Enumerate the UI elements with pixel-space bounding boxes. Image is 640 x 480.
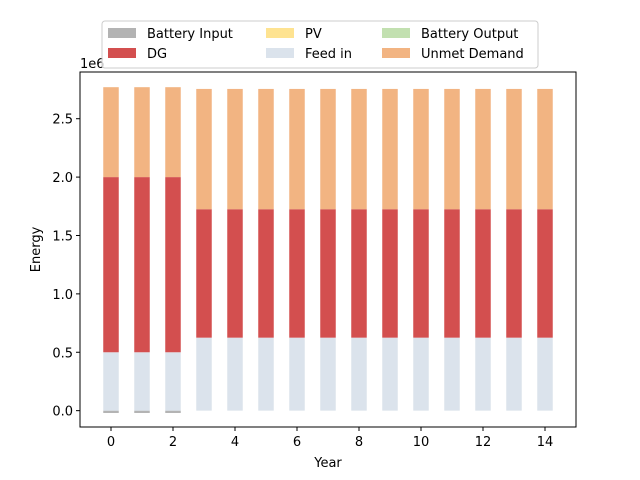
bar-unmet-demand-6 xyxy=(289,88,305,210)
bar-dg-1 xyxy=(134,177,150,353)
bar-feed-in-9 xyxy=(382,337,398,411)
bar-feed-in-1 xyxy=(134,352,150,411)
bar-feed-in-3 xyxy=(196,337,212,411)
bar-dg-3 xyxy=(196,209,212,338)
legend-label: Unmet Demand xyxy=(421,47,524,62)
legend-swatch xyxy=(382,48,410,58)
bar-unmet-demand-1 xyxy=(134,87,150,178)
bar-unmet-demand-13 xyxy=(506,88,522,210)
x-tick-label: 6 xyxy=(293,435,301,450)
bar-feed-in-4 xyxy=(227,337,243,411)
bar-unmet-demand-5 xyxy=(258,88,274,210)
bar-unmet-demand-14 xyxy=(537,88,553,210)
bar-unmet-demand-12 xyxy=(475,88,491,210)
bar-feed-in-13 xyxy=(506,337,522,411)
bar-unmet-demand-9 xyxy=(382,88,398,210)
x-tick-label: 2 xyxy=(169,435,177,450)
x-tick-label: 8 xyxy=(355,435,363,450)
y-tick-label: 2.0 xyxy=(52,171,73,186)
bar-feed-in-10 xyxy=(413,337,429,411)
y-offset-label: 1e6 xyxy=(80,57,105,72)
bar-dg-5 xyxy=(258,209,274,338)
y-tick-label: 0.5 xyxy=(52,346,73,361)
y-axis-label: Energy xyxy=(29,226,44,272)
bar-unmet-demand-11 xyxy=(444,88,460,210)
x-axis-label: Year xyxy=(313,456,342,471)
bar-feed-in-7 xyxy=(320,337,336,411)
bar-unmet-demand-4 xyxy=(227,88,243,210)
y-tick-label: 0.0 xyxy=(52,405,73,420)
bar-feed-in-8 xyxy=(351,337,367,411)
bar-unmet-demand-7 xyxy=(320,88,336,210)
bar-dg-7 xyxy=(320,209,336,338)
bar-dg-12 xyxy=(475,209,491,338)
bar-unmet-demand-10 xyxy=(413,88,429,210)
legend-label: Battery Input xyxy=(147,27,233,42)
legend-swatch xyxy=(108,48,136,58)
legend-swatch xyxy=(108,28,136,38)
legend-item-pv: PV xyxy=(266,27,322,42)
plot-frame xyxy=(79,71,577,428)
bar-feed-in-12 xyxy=(475,337,491,411)
legend: Battery Input PV Battery Output DG Feed in Un… xyxy=(101,20,539,69)
bar-dg-4 xyxy=(227,209,243,338)
bar-battery-input-0 xyxy=(103,410,119,413)
legend-label: DG xyxy=(147,47,167,62)
legend-item-dg: DG xyxy=(108,47,167,62)
bar-dg-8 xyxy=(351,209,367,338)
legend-label: Feed in xyxy=(305,47,352,62)
legend-frame xyxy=(101,20,539,69)
bar-dg-9 xyxy=(382,209,398,338)
legend-item-feed-in: Feed in xyxy=(266,47,352,62)
bar-dg-13 xyxy=(506,209,522,338)
x-tick-label: 14 xyxy=(537,435,554,450)
bar-dg-2 xyxy=(165,177,181,353)
x-tick-label: 0 xyxy=(107,435,115,450)
bar-feed-in-14 xyxy=(537,337,553,411)
bar-dg-0 xyxy=(103,177,119,353)
legend-swatch xyxy=(266,48,294,58)
bar-unmet-demand-0 xyxy=(103,87,119,178)
legend-swatch xyxy=(382,28,410,38)
bar-unmet-demand-8 xyxy=(351,88,367,210)
legend-swatch xyxy=(266,28,294,38)
legend-label: Battery Output xyxy=(421,27,518,42)
bar-feed-in-11 xyxy=(444,337,460,411)
legend-item-battery-input: Battery Input xyxy=(108,27,233,42)
bar-battery-input-1 xyxy=(134,410,150,413)
bar-unmet-demand-3 xyxy=(196,88,212,210)
bar-feed-in-5 xyxy=(258,337,274,411)
x-tick-label: 12 xyxy=(475,435,492,450)
y-tick-label: 2.5 xyxy=(52,113,73,128)
bar-dg-6 xyxy=(289,209,305,338)
bar-feed-in-2 xyxy=(165,352,181,411)
legend-item-battery-output: Battery Output xyxy=(382,27,518,42)
bar-battery-input-2 xyxy=(165,410,181,413)
bar-feed-in-6 xyxy=(289,337,305,411)
x-tick-label: 4 xyxy=(231,435,239,450)
x-tick-label: 10 xyxy=(413,435,430,450)
bars-layer xyxy=(103,87,553,413)
legend-item-unmet-demand: Unmet Demand xyxy=(382,47,524,62)
y-tick-label: 1.5 xyxy=(52,229,73,244)
legend-label: PV xyxy=(305,27,322,42)
bar-dg-14 xyxy=(537,209,553,338)
y-tick-label: 1.0 xyxy=(52,288,73,303)
bar-dg-10 xyxy=(413,209,429,338)
ticks-layer: 0 2 4 6 8 10 12 14 0.0 0.5 1.0 1.5 2.0 2.5 xyxy=(52,113,553,450)
bar-unmet-demand-2 xyxy=(165,87,181,178)
bar-feed-in-0 xyxy=(103,352,119,411)
bar-dg-11 xyxy=(444,209,460,338)
